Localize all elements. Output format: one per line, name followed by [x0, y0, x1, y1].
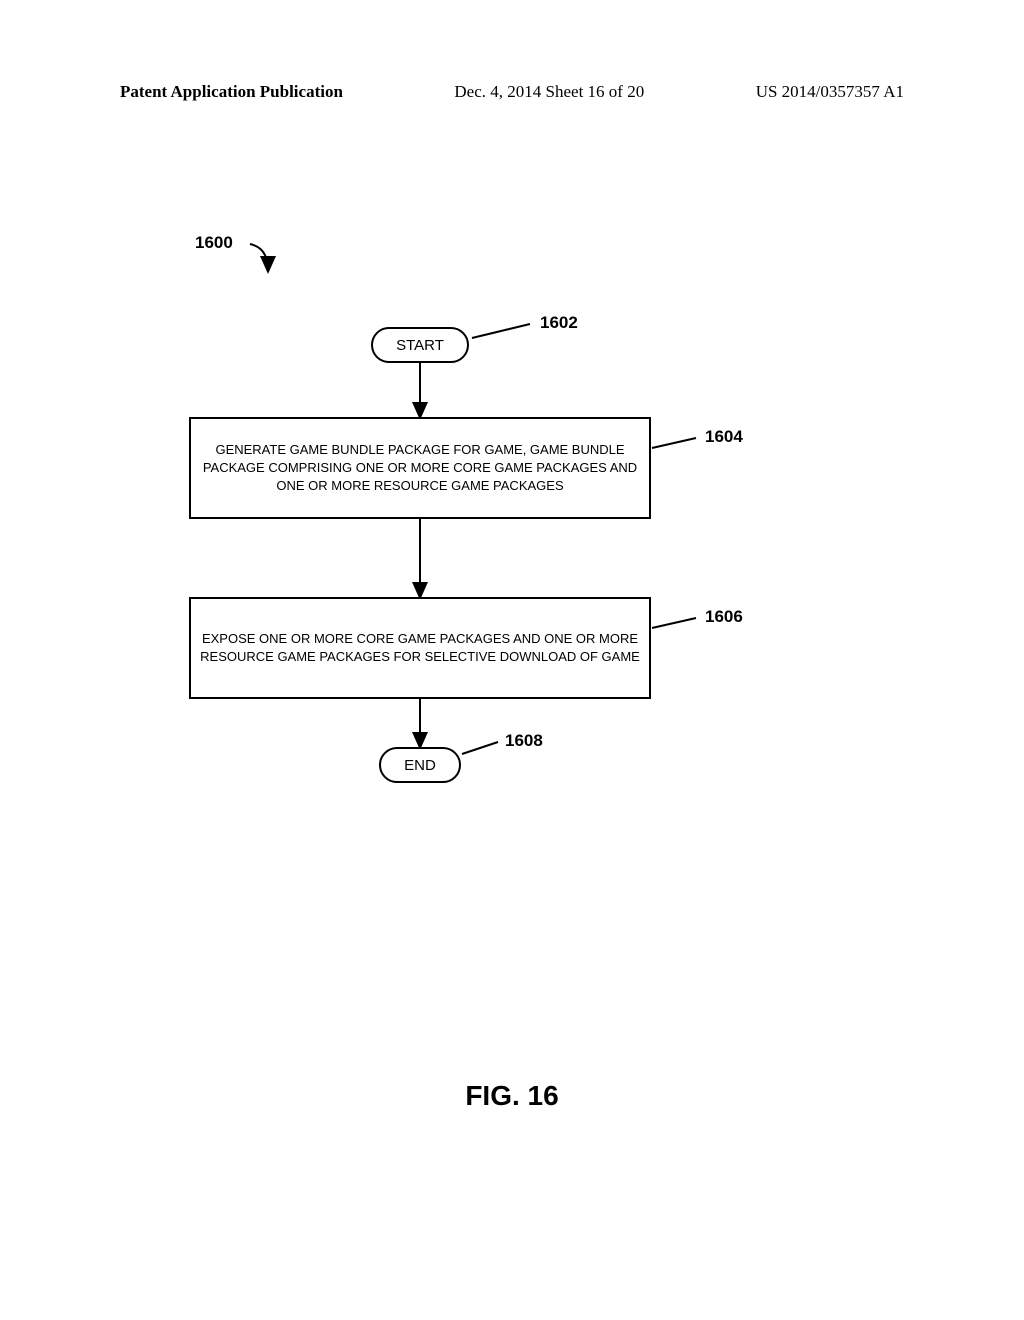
ref-1608-lead: [462, 742, 498, 754]
ref-1602: 1602: [540, 313, 578, 332]
process-box-1606-text-wrap: EXPOSE ONE OR MORE CORE GAME PACKAGES AN…: [200, 608, 640, 688]
ref-1600-lead: [250, 244, 268, 270]
ref-1608: 1608: [505, 731, 543, 750]
ref-1604-lead: [652, 438, 696, 448]
process-box-1604-text: GENERATE GAME BUNDLE PACKAGE FOR GAME, G…: [200, 428, 640, 508]
process-box-1604-text-wrap: GENERATE GAME BUNDLE PACKAGE FOR GAME, G…: [200, 428, 640, 508]
start-text: START: [396, 337, 444, 354]
end-text: END: [404, 757, 436, 774]
ref-1600: 1600: [195, 233, 233, 252]
ref-1602-lead: [472, 324, 530, 338]
flowchart-svg: 1600 START 1602 GENERATE GAME BUNDLE PAC…: [0, 0, 1024, 1320]
page: Patent Application Publication Dec. 4, 2…: [0, 0, 1024, 1320]
figure-caption: FIG. 16: [465, 1080, 558, 1112]
ref-1604: 1604: [705, 427, 743, 446]
ref-1606-lead: [652, 618, 696, 628]
process-box-1606-text: EXPOSE ONE OR MORE CORE GAME PACKAGES AN…: [200, 608, 640, 688]
ref-1606: 1606: [705, 607, 743, 626]
